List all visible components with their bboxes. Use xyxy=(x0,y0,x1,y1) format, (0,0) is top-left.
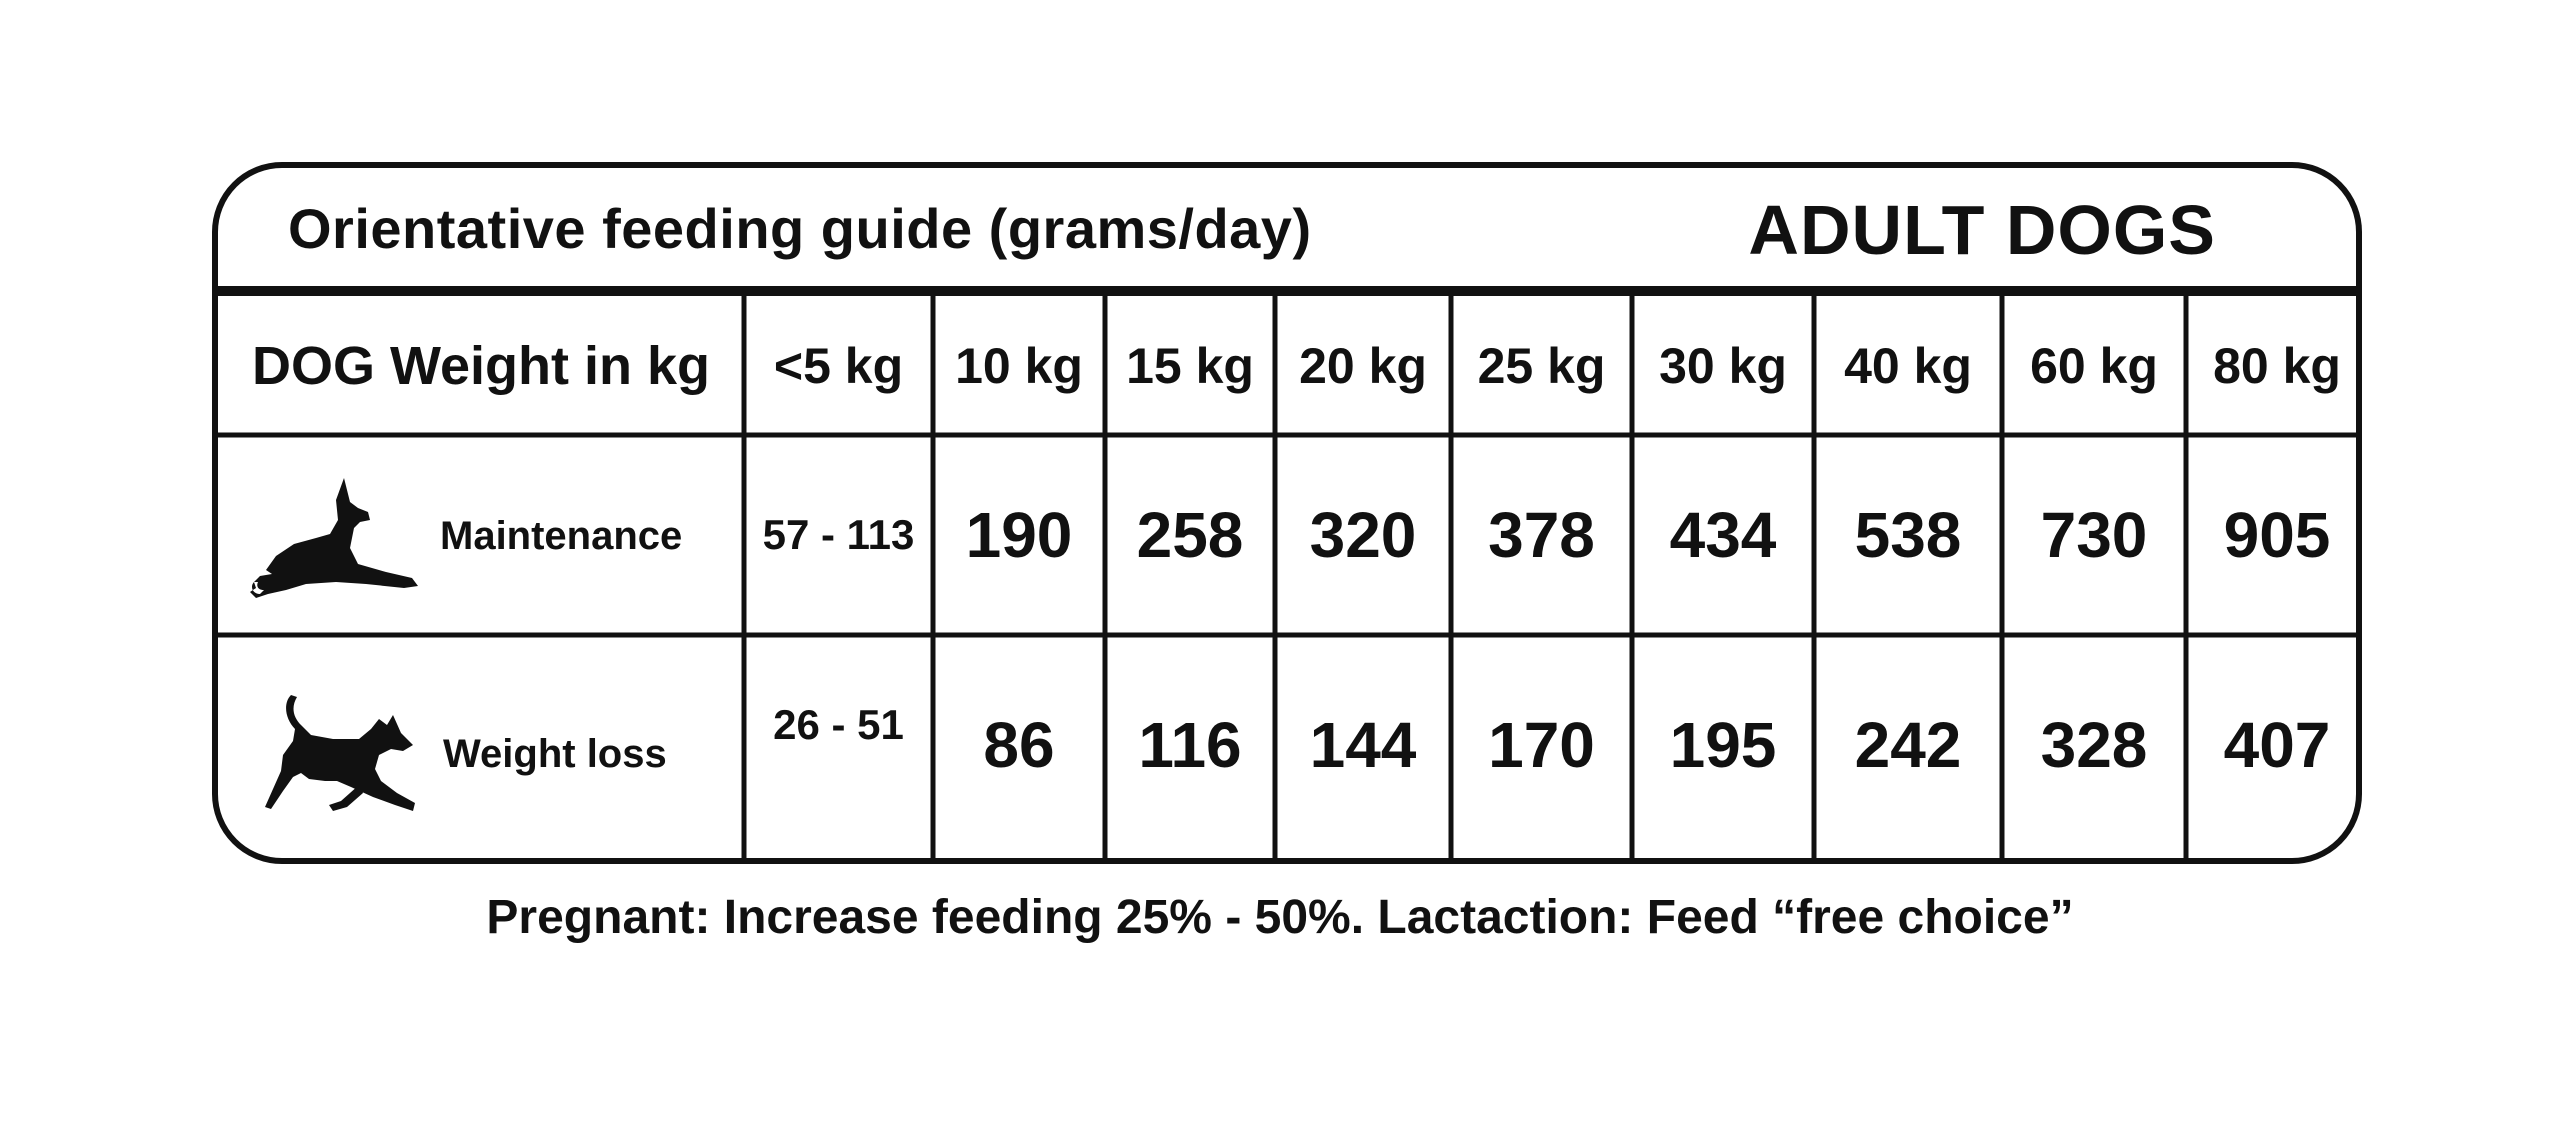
table-cell: 26 - 51 xyxy=(773,701,904,748)
table-cell: 320 xyxy=(1309,499,1417,571)
table-cell: 434 xyxy=(1669,499,1777,571)
table-cell: 86 xyxy=(983,709,1055,781)
table-cell: 242 xyxy=(1854,709,1962,781)
feeding-guide-card: Orientative feeding guide (grams/day) AD… xyxy=(212,162,2362,864)
row-label-text: Weight loss xyxy=(443,731,667,776)
table-cell: 57 - 113 xyxy=(762,511,915,558)
table-cell: 195 xyxy=(1669,709,1777,781)
card-title: Orientative feeding guide (grams/day) xyxy=(288,197,1312,260)
column-header: 20 kg xyxy=(1299,337,1427,394)
column-header: 60 kg xyxy=(2030,337,2158,394)
table-cell: 538 xyxy=(1854,499,1962,571)
table-cell: 170 xyxy=(1488,709,1595,781)
card-header: Orientative feeding guide (grams/day) AD… xyxy=(218,168,2356,296)
adult-dogs-badge: ADULT DOGS xyxy=(1748,191,2216,269)
column-header: 10 kg xyxy=(955,337,1083,394)
column-header: 80 kg xyxy=(2213,337,2341,394)
column-header: 30 kg xyxy=(1659,337,1787,394)
table-cell: 328 xyxy=(2040,709,2148,781)
column-header: 15 kg xyxy=(1126,337,1254,394)
maintenance-row-label: Maintenance xyxy=(246,438,744,635)
table-cell: 730 xyxy=(2040,499,2148,571)
header-divider xyxy=(218,286,2356,296)
column-header: 40 kg xyxy=(1844,337,1972,394)
table-cell: 116 xyxy=(1138,709,1242,781)
weight-row-header: DOG Weight in kg xyxy=(252,335,710,396)
table-cell: 905 xyxy=(2223,499,2331,571)
table-cell: 378 xyxy=(1488,499,1595,571)
table-cell: 258 xyxy=(1136,499,1244,571)
weight-loss-row-label: Weight loss xyxy=(263,638,744,858)
row-label-text: Maintenance xyxy=(440,514,683,558)
table-cell: 144 xyxy=(1309,709,1417,781)
footnote: Pregnant: Increase feeding 25% - 50%. La… xyxy=(486,891,2074,944)
table-cell: 407 xyxy=(2223,709,2331,781)
running-dog-icon xyxy=(263,689,423,819)
column-header: <5 kg xyxy=(773,337,904,394)
table-cell: 190 xyxy=(965,499,1073,571)
column-header: 25 kg xyxy=(1477,337,1606,394)
lying-dog-icon xyxy=(246,472,426,602)
